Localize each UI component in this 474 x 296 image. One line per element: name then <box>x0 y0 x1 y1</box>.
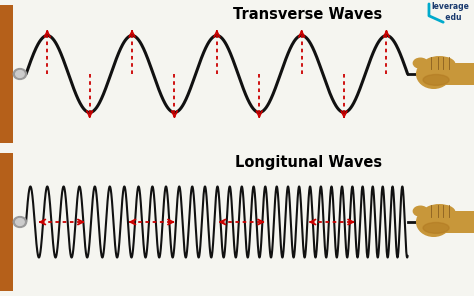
Text: leverage
  edu: leverage edu <box>431 2 469 22</box>
Bar <box>0 153 13 291</box>
Ellipse shape <box>417 208 451 236</box>
Text: Transverse Waves: Transverse Waves <box>234 7 383 22</box>
Ellipse shape <box>13 69 27 79</box>
Bar <box>427 211 474 233</box>
Ellipse shape <box>16 70 24 78</box>
Ellipse shape <box>13 217 27 227</box>
Ellipse shape <box>413 58 428 68</box>
Text: Longitunal Waves: Longitunal Waves <box>235 155 382 170</box>
Ellipse shape <box>423 75 449 85</box>
Ellipse shape <box>417 60 451 88</box>
Bar <box>427 63 474 85</box>
Ellipse shape <box>413 206 428 216</box>
Bar <box>0 5 13 143</box>
Ellipse shape <box>424 57 455 72</box>
Ellipse shape <box>16 218 24 226</box>
Ellipse shape <box>424 205 455 220</box>
Ellipse shape <box>423 223 449 233</box>
